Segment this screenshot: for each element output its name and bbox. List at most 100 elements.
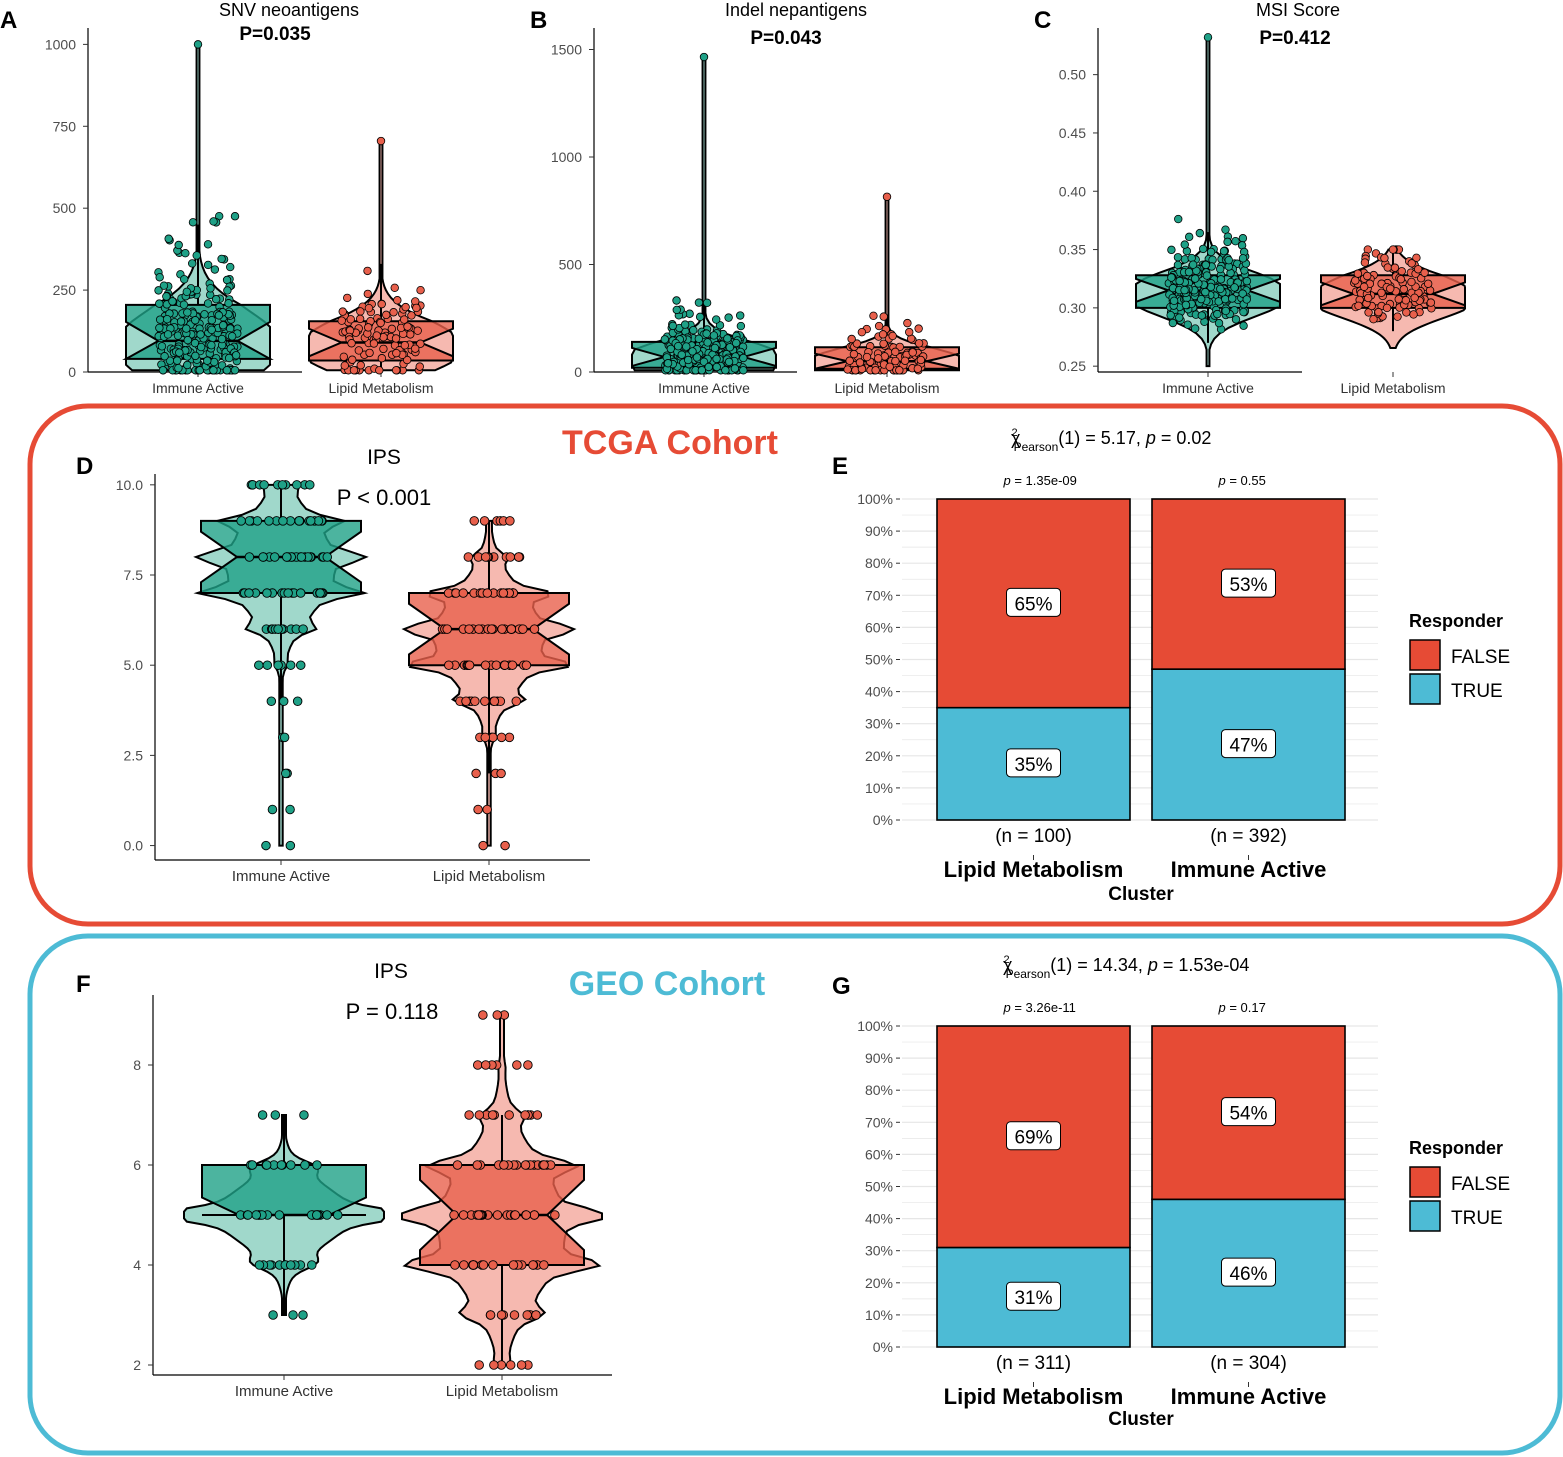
data-point (363, 289, 373, 299)
data-point (879, 312, 888, 321)
data-point (340, 361, 349, 370)
data-point (1238, 254, 1248, 263)
y-tick-label: 20% (865, 1275, 893, 1291)
panel-letter: A (0, 7, 17, 34)
data-point (709, 331, 719, 340)
data-point (273, 624, 283, 634)
data-point (217, 334, 227, 344)
data-point (874, 354, 883, 363)
data-point (363, 266, 372, 276)
geo-cohort-frame (27, 933, 1563, 1456)
data-point (257, 1110, 268, 1120)
data-point (529, 624, 540, 634)
data-point (225, 324, 235, 333)
data-point (492, 1010, 503, 1020)
panel-title: IPS (374, 960, 408, 983)
data-point (231, 351, 241, 360)
data-point (183, 308, 192, 317)
data-point (278, 696, 289, 707)
data-point (224, 353, 234, 363)
data-point (218, 321, 228, 330)
data-point (1242, 276, 1252, 286)
y-tick-label: 2 (133, 1357, 141, 1373)
data-point (480, 552, 491, 562)
y-tick-label: 2.5 (124, 747, 144, 763)
p-value-label: P = 0.118 (346, 999, 439, 1024)
data-point (406, 330, 415, 339)
max-data-point (699, 52, 709, 62)
data-point (550, 1210, 560, 1220)
data-point (203, 260, 213, 270)
data-point (479, 516, 490, 526)
x-tick-label: Immune Active (658, 380, 750, 396)
data-point (668, 321, 678, 331)
data-point (1351, 276, 1360, 285)
panel-letter: E (832, 453, 848, 480)
bar-segment-true (1151, 1198, 1346, 1348)
data-label-false: 54% (1229, 1104, 1267, 1125)
tcga-cohort-label: TCGA Cohort (562, 424, 778, 462)
data-point (482, 804, 492, 815)
legend-label-false: FALSE (1451, 647, 1510, 668)
data-point (529, 1210, 540, 1220)
data-point (226, 262, 235, 272)
data-point (699, 357, 709, 367)
data-point (723, 334, 732, 343)
data-point (416, 339, 425, 348)
data-point (183, 360, 192, 370)
data-point (1224, 255, 1233, 265)
data-point (1183, 320, 1192, 329)
data-point (874, 321, 884, 331)
data-point (267, 804, 278, 815)
data-point (382, 310, 391, 320)
data-point (487, 1110, 498, 1120)
data-point (261, 840, 271, 851)
data-point (688, 347, 697, 356)
data-point (471, 768, 481, 779)
chi-square-stat: χ2 Pearson(1) = 5.17, p = 0.02 (1011, 427, 1211, 454)
data-point (1390, 263, 1400, 272)
data-point (450, 1260, 460, 1270)
y-tick-label: 10.0 (116, 477, 143, 493)
data-point (305, 480, 315, 490)
data-point (531, 1310, 541, 1320)
data-point (278, 516, 288, 526)
data-point (472, 1160, 483, 1170)
data-point (677, 350, 686, 359)
y-tick-label: 10% (865, 780, 893, 796)
data-point (182, 324, 191, 333)
data-point (247, 1160, 258, 1170)
data-point (354, 346, 364, 355)
data-point (478, 1260, 489, 1270)
y-tick-label: 0.45 (1059, 125, 1086, 141)
data-point (522, 1310, 532, 1320)
data-point (521, 1210, 531, 1220)
data-point (273, 660, 283, 670)
data-point (285, 1260, 296, 1270)
data-point (181, 248, 190, 258)
data-point (1214, 318, 1224, 328)
chi-square-stat: χ2 Pearson(1) = 14.34, p = 1.53e-04 (1003, 954, 1249, 981)
x-tick-label: Immune Active (1171, 857, 1327, 882)
legend-label-false: FALSE (1451, 1174, 1510, 1195)
data-point (463, 552, 474, 562)
data-point (1221, 306, 1230, 316)
data-point (914, 324, 923, 333)
data-point (1369, 314, 1378, 324)
legend-swatch-true (1409, 1200, 1441, 1232)
data-point (1242, 295, 1251, 304)
data-point (175, 348, 184, 357)
legend-swatch-true (1409, 673, 1441, 705)
data-point (339, 352, 349, 362)
max-data-point (376, 136, 386, 146)
data-point (1399, 285, 1409, 294)
data-point (1173, 253, 1183, 262)
data-point (307, 1260, 317, 1270)
data-point (1195, 228, 1205, 238)
p-value-label: P < 0.001 (337, 485, 431, 510)
data-point (1353, 269, 1363, 278)
data-point (523, 1060, 533, 1070)
data-point (469, 516, 479, 526)
data-point (224, 299, 233, 308)
data-point (474, 1110, 485, 1120)
